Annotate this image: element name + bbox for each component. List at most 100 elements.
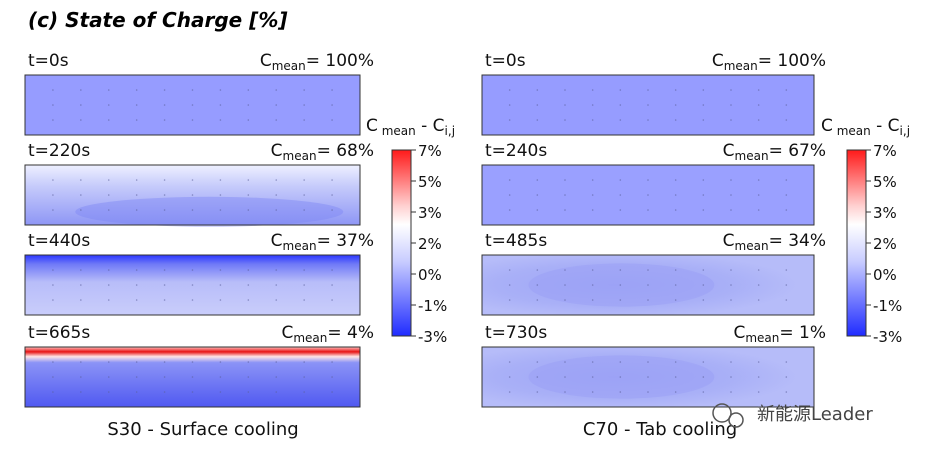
column-caption: S30 - Surface cooling [107, 419, 298, 440]
mesh-point [619, 209, 622, 211]
mesh-point [591, 391, 594, 393]
mesh-point [80, 194, 82, 196]
mesh-point [331, 269, 333, 271]
mesh-point [135, 284, 138, 286]
mesh-point [508, 284, 511, 286]
mesh-point [52, 269, 54, 271]
mesh-point [757, 269, 760, 271]
mesh-point [702, 119, 705, 121]
mesh-point [107, 209, 110, 211]
mesh-point [135, 179, 138, 181]
mesh-point [730, 119, 732, 121]
mesh-point [247, 361, 250, 363]
mesh-point [619, 89, 622, 91]
mesh-point [275, 269, 278, 271]
mesh-point [647, 119, 649, 121]
mesh-point [219, 89, 222, 91]
mesh-point [591, 299, 594, 301]
mesh-point [730, 104, 732, 106]
mesh-point [508, 391, 511, 393]
mesh-point [702, 209, 705, 211]
mesh-point [564, 299, 566, 301]
mesh-point [135, 89, 138, 91]
mesh-point [757, 299, 760, 301]
mesh-point [52, 376, 54, 378]
mesh-point [674, 299, 677, 301]
mesh-point [107, 299, 110, 301]
mesh-point [785, 269, 788, 271]
colorbar-tick-label: -1% [873, 297, 902, 315]
mesh-point [564, 391, 566, 393]
mesh-point [80, 89, 82, 91]
mesh-point [536, 209, 539, 211]
mesh-point [674, 361, 677, 363]
mesh-point [275, 194, 278, 196]
mesh-point [331, 376, 333, 378]
colorbar-tick-label: 3% [418, 204, 442, 222]
mesh-point [785, 376, 788, 378]
mesh-point [508, 299, 511, 301]
mesh-point [647, 104, 649, 106]
mesh-point [619, 361, 622, 363]
mesh-point [107, 361, 110, 363]
mesh-point [564, 89, 566, 91]
mesh-point [219, 299, 222, 301]
mesh-point [702, 194, 705, 196]
mesh-point [647, 194, 649, 196]
mesh-point [757, 119, 760, 121]
mesh-point [135, 299, 138, 301]
mesh-point [52, 361, 54, 363]
mesh-point [80, 179, 82, 181]
mesh-point [536, 391, 539, 393]
mesh-point [247, 119, 250, 121]
panel-time-label: t=0s [485, 51, 526, 71]
mesh-point [536, 89, 539, 91]
mesh-point [275, 299, 278, 301]
mesh-point [702, 179, 705, 181]
colorbar-tick-label: 0% [418, 266, 442, 284]
mesh-point [275, 391, 278, 393]
colorbar-tick-label: 2% [418, 235, 442, 253]
mesh-point [191, 119, 194, 121]
figure-title: (c) State of Charge [%] [28, 8, 288, 32]
colorbar-tick-label: 0% [873, 266, 897, 284]
mesh-point [163, 104, 166, 106]
mesh-point [730, 299, 732, 301]
mesh-point [191, 89, 194, 91]
mesh-point [303, 104, 305, 106]
mesh-point [508, 179, 511, 181]
mesh-point [247, 89, 250, 91]
mesh-point [619, 299, 622, 301]
mesh-point [757, 391, 760, 393]
mesh-point [80, 209, 82, 211]
mesh-point [219, 284, 222, 286]
mesh-point [757, 89, 760, 91]
mesh-point [135, 391, 138, 393]
mesh-point [730, 376, 732, 378]
mesh-point [275, 119, 278, 121]
mesh-point [730, 361, 732, 363]
mesh-point [135, 194, 138, 196]
mesh-point [107, 119, 110, 121]
mesh-point [247, 104, 250, 106]
mesh-point [303, 299, 305, 301]
mesh-point [647, 391, 649, 393]
mesh-point [107, 376, 110, 378]
colorbar-tick-label: 5% [418, 173, 442, 191]
mesh-point [191, 284, 194, 286]
mesh-point [163, 299, 166, 301]
mesh-point [275, 376, 278, 378]
mesh-point [219, 376, 222, 378]
mesh-point [275, 361, 278, 363]
mesh-point [785, 361, 788, 363]
mesh-point [247, 376, 250, 378]
mesh-point [331, 361, 333, 363]
mesh-point [163, 179, 166, 181]
mesh-point [647, 299, 649, 301]
mesh-point [674, 179, 677, 181]
heatmap-panels: t=0s Cmean= 100% t=220s Cmean= 68% t=440s Cme… [24, 51, 910, 440]
mesh-point [247, 299, 250, 301]
mesh-point [674, 194, 677, 196]
mesh-point [591, 209, 594, 211]
mesh-point [536, 376, 539, 378]
